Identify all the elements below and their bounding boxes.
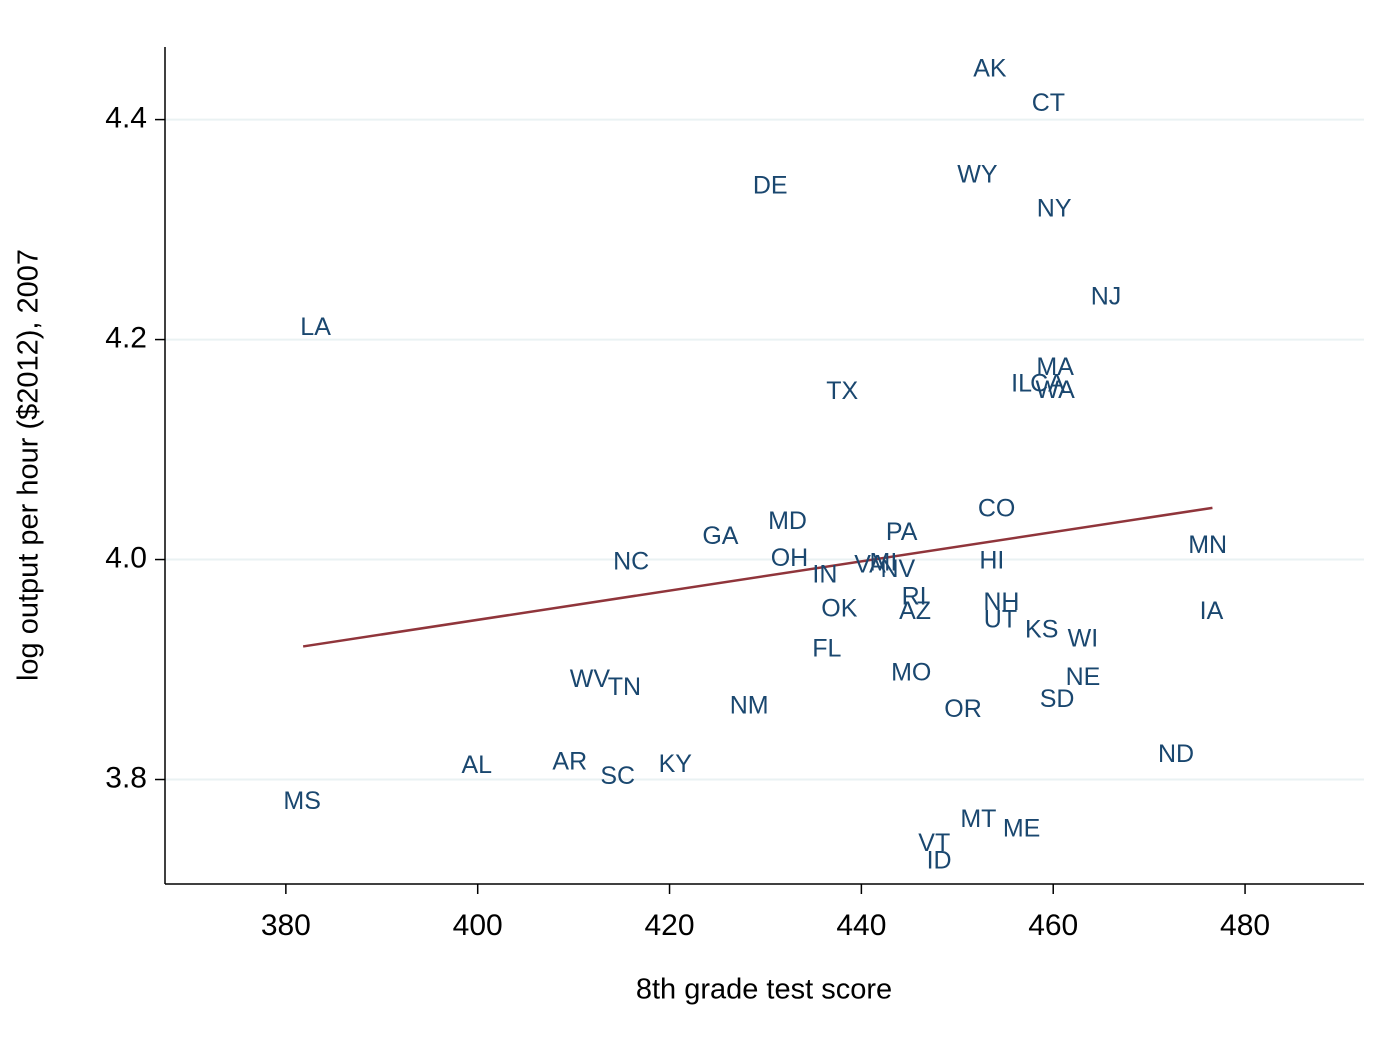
point-label: MS	[283, 787, 321, 815]
point-label: WV	[570, 665, 611, 693]
point-label: UT	[984, 606, 1017, 634]
point-label: VA	[854, 551, 886, 579]
x-tick-label: 460	[1028, 909, 1078, 942]
point-label: VT	[918, 829, 950, 857]
point-label: CA	[1030, 369, 1065, 397]
point-label: HI	[979, 546, 1004, 574]
y-axis-label: log output per hour ($2012), 2007	[13, 249, 45, 681]
point-label: ID	[927, 847, 952, 875]
point-label: NJ	[1091, 282, 1122, 310]
x-tick-label: 400	[453, 909, 503, 942]
x-tick-label: 440	[836, 909, 886, 942]
point-label: DE	[753, 171, 788, 199]
point-label: SD	[1040, 685, 1075, 713]
point-label: RI	[902, 583, 927, 611]
point-label: WY	[957, 160, 998, 188]
y-tick-label: 3.8	[105, 761, 147, 794]
point-label: SC	[600, 762, 635, 790]
point-label: NE	[1066, 663, 1101, 691]
point-label: IA	[1200, 597, 1224, 625]
x-axis-label: 8th grade test score	[636, 974, 892, 1006]
y-tick-label: 4.4	[105, 102, 147, 135]
point-label: ME	[1003, 815, 1041, 843]
point-label: OH	[771, 544, 809, 572]
y-tick-label: 4.2	[105, 321, 147, 354]
point-label: IL	[1011, 369, 1032, 397]
point-label: OK	[821, 595, 857, 623]
point-label: LA	[300, 313, 331, 341]
point-label: KY	[659, 750, 693, 778]
x-tick-label: 420	[645, 909, 695, 942]
point-label: NC	[613, 547, 649, 575]
point-label: NM	[730, 692, 769, 720]
point-label: FL	[812, 634, 841, 662]
x-tick-label: 480	[1220, 909, 1270, 942]
point-label: AZ	[899, 597, 931, 625]
point-label: WI	[1068, 624, 1099, 652]
point-label: IN	[812, 561, 837, 589]
point-label: NV	[880, 555, 915, 583]
point-label: NY	[1037, 194, 1072, 222]
point-label: AR	[552, 748, 587, 776]
point-label: CT	[1032, 89, 1065, 117]
point-label: TX	[826, 377, 858, 405]
point-label: MD	[768, 507, 807, 535]
point-label: MA	[1036, 353, 1074, 381]
point-label: WA	[1035, 376, 1075, 404]
y-tick-label: 4.0	[105, 541, 147, 574]
point-label: NH	[983, 588, 1019, 616]
point-label: AK	[973, 55, 1007, 83]
point-label: CO	[978, 495, 1016, 523]
fit-line	[302, 506, 1213, 648]
point-label: MO	[891, 659, 931, 687]
point-label: MN	[1188, 531, 1227, 559]
point-label: ND	[1158, 740, 1194, 768]
point-label: PA	[886, 518, 918, 546]
point-label: GA	[702, 522, 738, 550]
point-label: AL	[461, 751, 492, 779]
point-label: KS	[1025, 616, 1058, 644]
point-label: TN	[608, 673, 641, 701]
point-label: MT	[960, 805, 996, 833]
point-label: MI	[870, 549, 898, 577]
point-label: OR	[944, 695, 982, 723]
x-tick-label: 380	[261, 909, 311, 942]
